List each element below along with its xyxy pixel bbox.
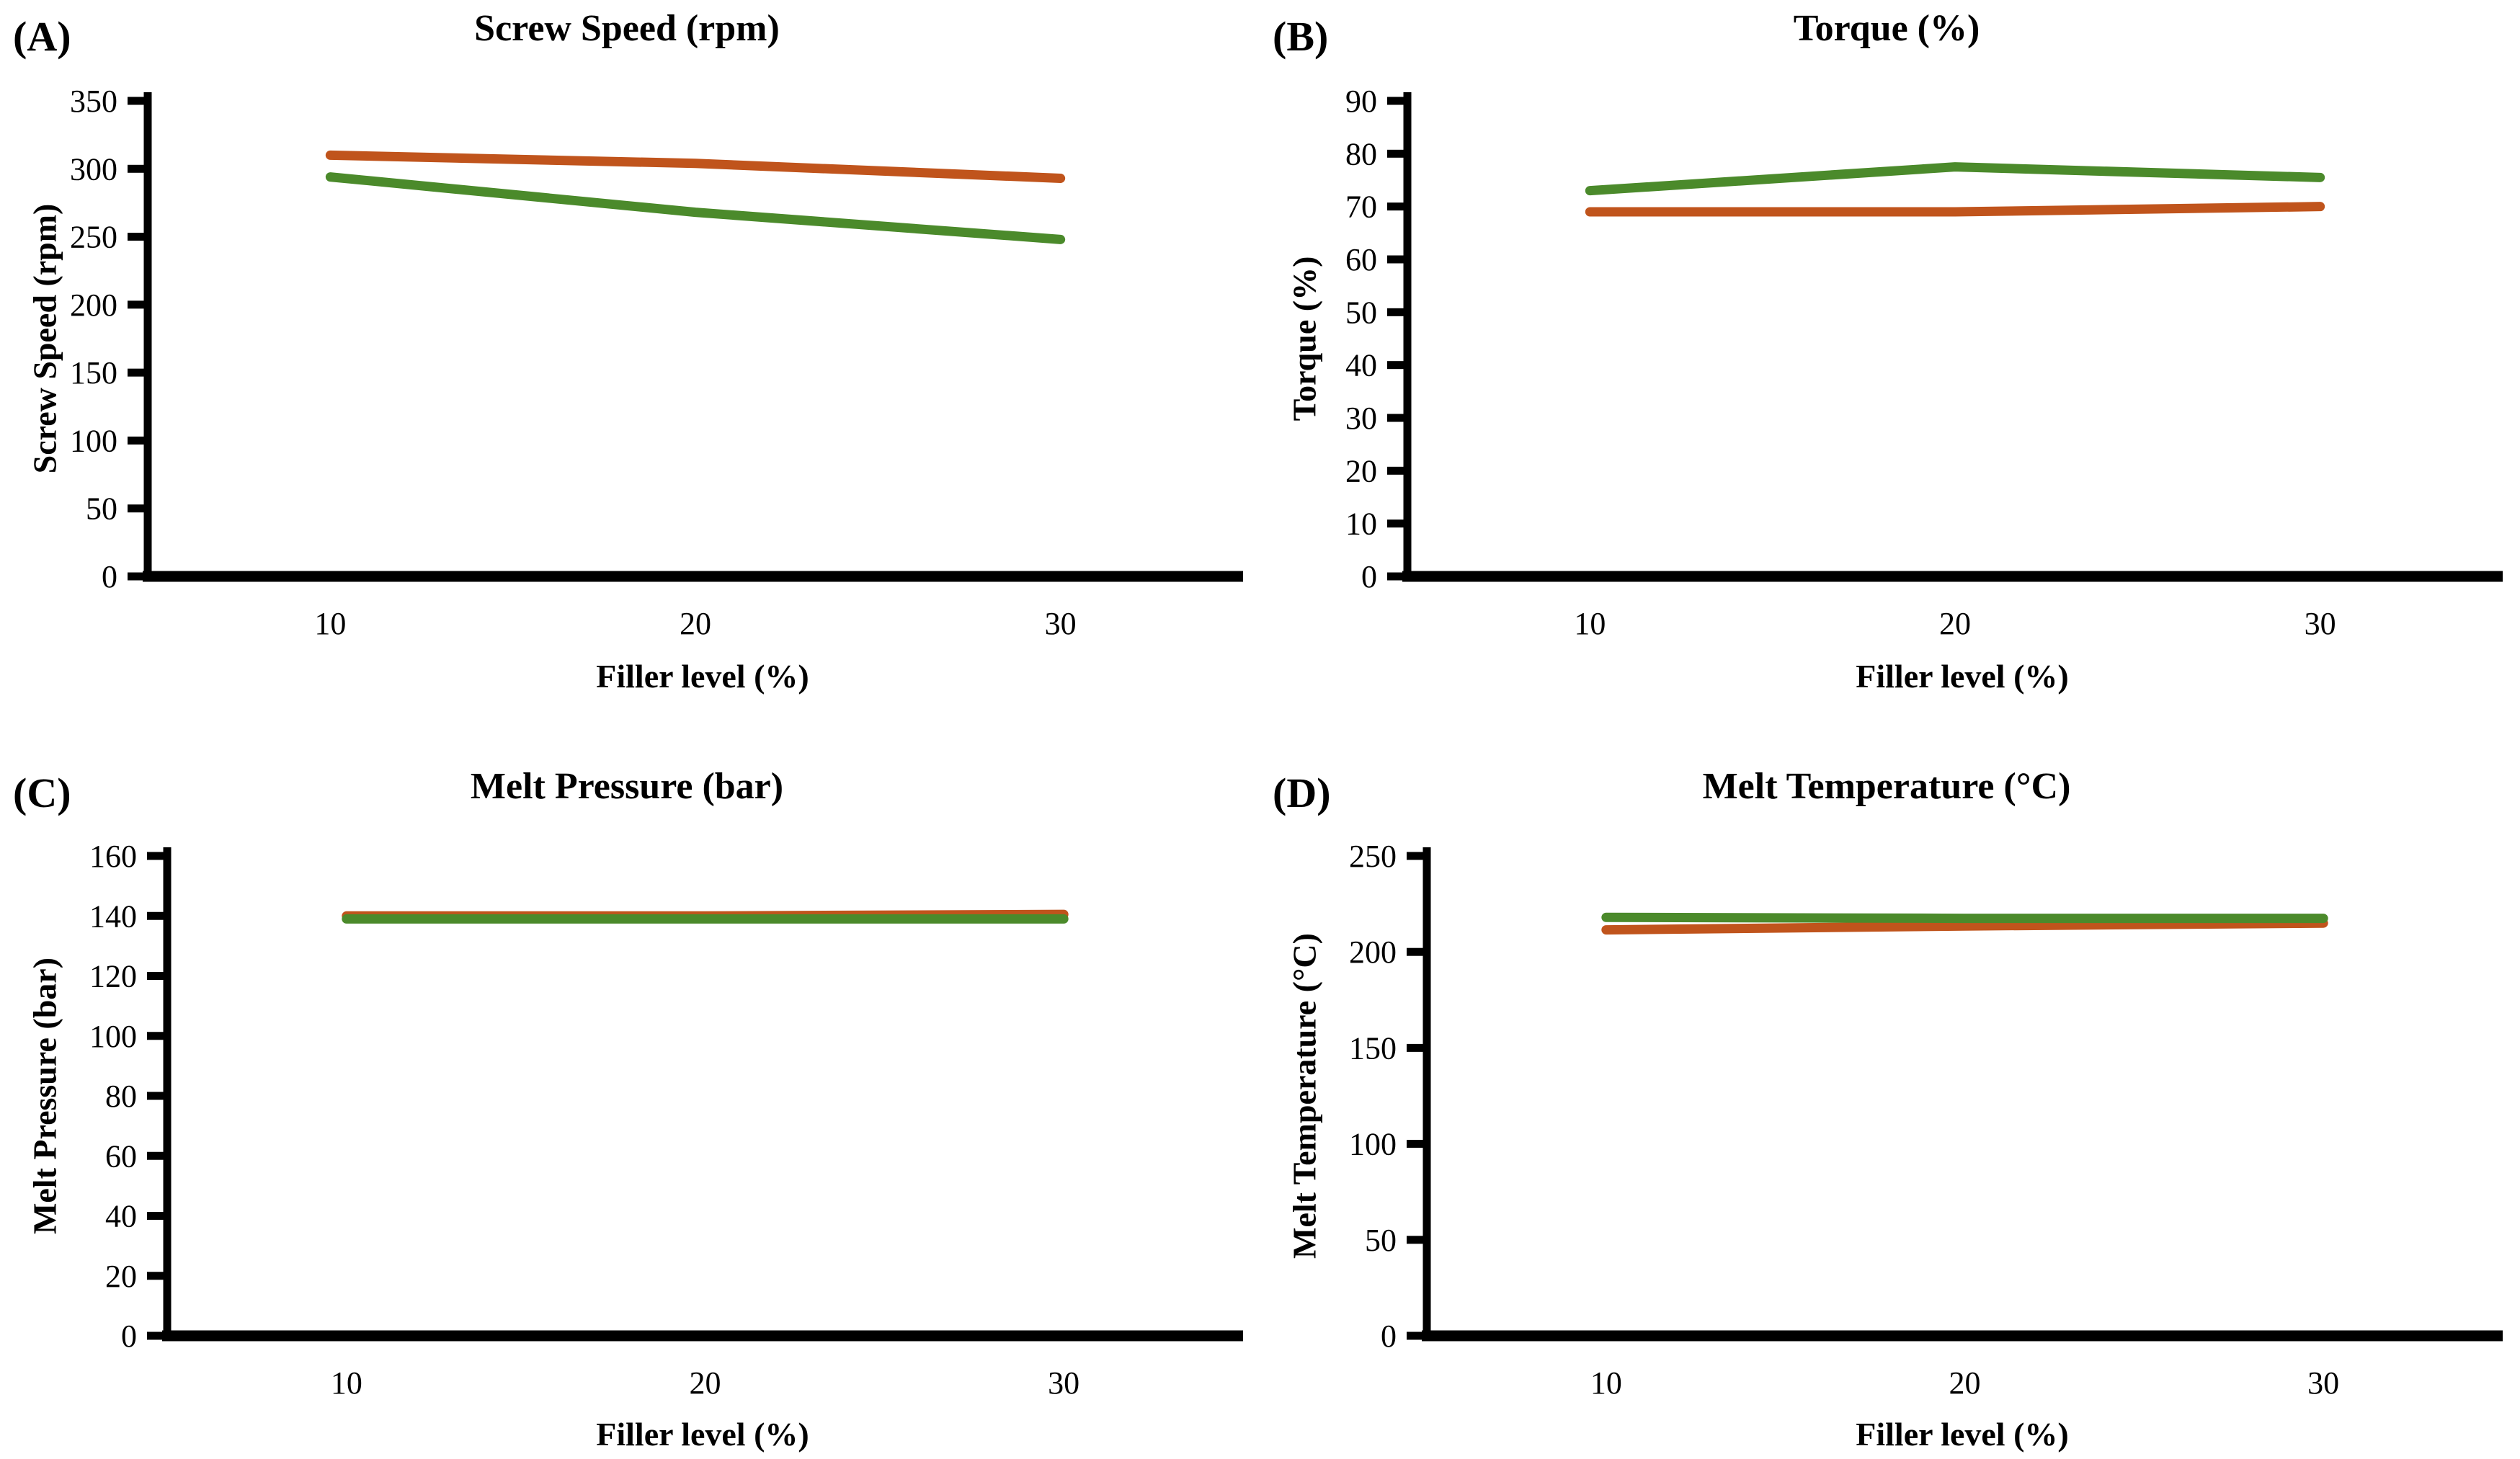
- svg-text:140: 140: [89, 898, 137, 934]
- x-axis-label-filler-level-a: Filler level (%): [596, 658, 809, 695]
- svg-text:0: 0: [102, 559, 117, 594]
- svg-text:200: 200: [1349, 934, 1397, 970]
- svg-text:20: 20: [105, 1259, 137, 1294]
- svg-text:160: 160: [89, 839, 137, 874]
- svg-text:40: 40: [1345, 348, 1377, 383]
- svg-text:50: 50: [1365, 1223, 1397, 1258]
- svg-text:10: 10: [1574, 606, 1606, 641]
- svg-text:80: 80: [1345, 136, 1377, 171]
- series-line-orange: [1601, 918, 2328, 935]
- svg-text:70: 70: [1345, 189, 1377, 225]
- svg-text:20: 20: [1345, 453, 1377, 488]
- chart-title-melt-temperature: Melt Temperature (°C): [1702, 766, 2071, 807]
- x-axis-label-filler-level-d: Filler level (%): [1856, 1416, 2069, 1453]
- panel-label-d: (D): [1273, 769, 1331, 816]
- svg-text:150: 150: [70, 355, 117, 391]
- panel-label-a: (A): [13, 13, 71, 60]
- svg-text:10: 10: [331, 1365, 362, 1401]
- svg-text:30: 30: [1048, 1365, 1079, 1401]
- panel-label-b: (B): [1273, 13, 1329, 60]
- series-line-green: [1585, 162, 2325, 196]
- svg-text:100: 100: [89, 1019, 137, 1054]
- svg-text:60: 60: [105, 1138, 137, 1174]
- series-line-orange: [1585, 202, 2325, 217]
- svg-text:30: 30: [1045, 606, 1077, 641]
- svg-text:20: 20: [690, 1365, 721, 1401]
- svg-text:100: 100: [1349, 1127, 1397, 1162]
- panel-melt-temperature: (D) Melt Temperature (°C) Melt Temperatu…: [1260, 729, 2519, 1459]
- svg-text:20: 20: [1939, 606, 1971, 641]
- series-line-green: [1601, 912, 2328, 924]
- svg-text:0: 0: [1381, 1319, 1397, 1354]
- svg-text:250: 250: [70, 220, 117, 255]
- svg-text:350: 350: [70, 84, 117, 119]
- svg-text:20: 20: [680, 606, 711, 641]
- chart-title-screw-speed: Screw Speed (rpm): [474, 8, 780, 49]
- panel-label-c: (C): [13, 769, 71, 816]
- line-chart-melt-temperature: 0 50 100 150 200 250 10 20 30: [1349, 839, 2503, 1401]
- svg-text:40: 40: [105, 1199, 137, 1234]
- svg-text:80: 80: [105, 1079, 137, 1114]
- line-chart-screw-speed: 0 50 100 150 200 250 300 350 10 20 30: [70, 84, 1243, 641]
- chart-title-torque: Torque (%): [1793, 8, 1980, 49]
- svg-text:300: 300: [70, 151, 117, 187]
- line-chart-melt-pressure: 0 20 40 60 80 100 120 140 160 10 20 30: [89, 839, 1243, 1401]
- panel-melt-pressure: (C) Melt Pressure (bar) Melt Pressure (b…: [0, 729, 1260, 1459]
- svg-text:10: 10: [1345, 507, 1377, 542]
- svg-text:30: 30: [1345, 401, 1377, 436]
- panel-torque: (B) Torque (%) Torque (%) 0 10 20 30 40 50 60 7…: [1260, 0, 2519, 729]
- svg-text:10: 10: [1590, 1365, 1622, 1401]
- svg-text:90: 90: [1345, 84, 1377, 119]
- chart-title-melt-pressure: Melt Pressure (bar): [470, 766, 784, 807]
- svg-text:120: 120: [89, 959, 137, 994]
- series-line-green: [325, 172, 1066, 244]
- line-chart-torque: 0 10 20 30 40 50 60 70 80 90 10 20 30: [1345, 84, 2503, 641]
- svg-text:60: 60: [1345, 242, 1377, 277]
- svg-text:20: 20: [1949, 1365, 1981, 1401]
- svg-text:200: 200: [70, 287, 117, 323]
- svg-text:0: 0: [1361, 559, 1377, 594]
- svg-text:100: 100: [70, 423, 117, 458]
- panel-screw-speed: (A) Screw Speed (rpm) Screw Speed (rpm) …: [0, 0, 1260, 729]
- svg-text:30: 30: [2307, 1365, 2339, 1401]
- svg-text:50: 50: [86, 491, 117, 527]
- svg-text:50: 50: [1345, 295, 1377, 330]
- x-axis-label-filler-level-c: Filler level (%): [596, 1416, 809, 1453]
- svg-text:150: 150: [1349, 1030, 1397, 1066]
- svg-text:10: 10: [314, 606, 346, 641]
- series-line-orange: [325, 150, 1066, 183]
- svg-text:250: 250: [1349, 839, 1397, 874]
- svg-text:0: 0: [121, 1319, 137, 1354]
- svg-text:30: 30: [2305, 606, 2336, 641]
- x-axis-label-filler-level-b: Filler level (%): [1856, 658, 2069, 695]
